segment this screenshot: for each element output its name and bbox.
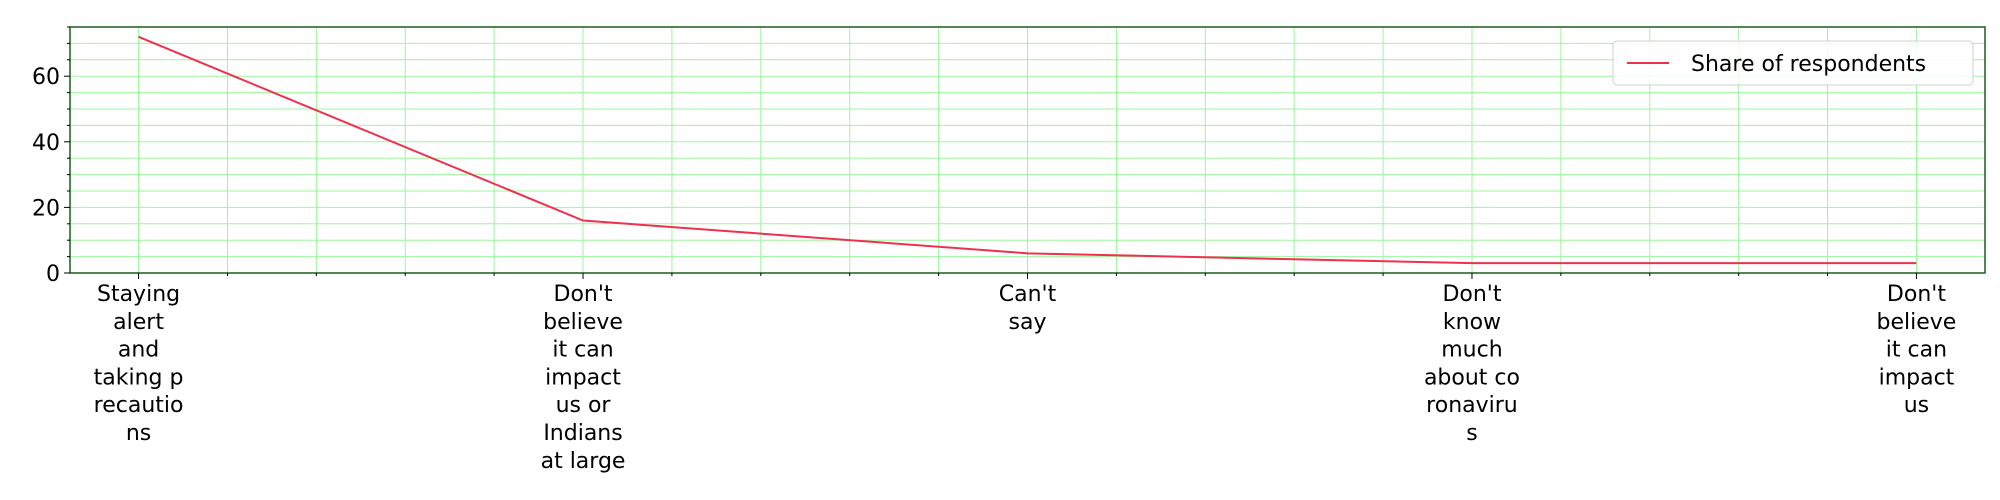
x-category-label-line: us <box>1904 393 1929 418</box>
x-category-label: Don't believe it can impact us <box>1877 282 1957 418</box>
x-category-label-line: s <box>1466 421 1477 446</box>
x-category-label-line: recautio <box>94 393 184 418</box>
y-tick-label: 0 <box>46 262 60 287</box>
x-category-label-line: it can <box>552 338 613 363</box>
x-category-label-line: about co <box>1424 365 1520 390</box>
x-category-label-line: ronaviru <box>1426 393 1518 418</box>
x-category-label: Staying alert and taking p recautio ns <box>94 282 184 446</box>
series-layer <box>138 35 1917 265</box>
series-line <box>138 35 1917 265</box>
y-tick-label: 20 <box>32 196 60 221</box>
x-category-label-line: us or <box>556 393 612 418</box>
x-category-label-line: believe <box>543 310 623 335</box>
x-category-label-line: Don't <box>1887 282 1946 307</box>
x-category-label-line: Staying <box>97 282 180 307</box>
x-category-label: Don't know much about co ronaviru s <box>1424 282 1520 446</box>
x-category-label-line: it can <box>1886 338 1947 363</box>
x-category-label-line: Don't <box>1442 282 1501 307</box>
legend-box <box>1612 40 1974 86</box>
x-category-label-line: at large <box>541 449 626 474</box>
legend-label: Share of respondents <box>1691 52 1926 77</box>
x-category-label-line: believe <box>1877 310 1957 335</box>
x-category-label-line: Can't <box>999 282 1057 307</box>
x-category-label: Can't say <box>999 282 1057 335</box>
y-tick-label: 60 <box>32 65 60 90</box>
y-tick-label: 40 <box>32 131 60 156</box>
x-category-label-line: and <box>118 338 159 363</box>
x-category-label-line: Indians <box>543 421 622 446</box>
x-category-label-line: impact <box>1879 365 1955 390</box>
x-category-label-line: know <box>1443 310 1501 335</box>
x-category-label-line: much <box>1441 338 1502 363</box>
x-category-label: Don't believe it can impact us or Indians at l… <box>541 282 626 474</box>
x-axis: Staying alert and taking p recautio ns Don't be… <box>94 273 1957 474</box>
x-category-label-line: ns <box>126 421 151 446</box>
x-category-label-line: taking p <box>94 365 184 390</box>
legend: Share of respondents <box>1612 40 1974 86</box>
x-category-label-line: alert <box>113 310 164 335</box>
y-axis: 0 20 40 60 <box>32 26 70 287</box>
x-category-label-line: impact <box>545 365 621 390</box>
x-category-label-line: Don't <box>554 282 613 307</box>
x-category-label-line: say <box>1009 310 1047 335</box>
